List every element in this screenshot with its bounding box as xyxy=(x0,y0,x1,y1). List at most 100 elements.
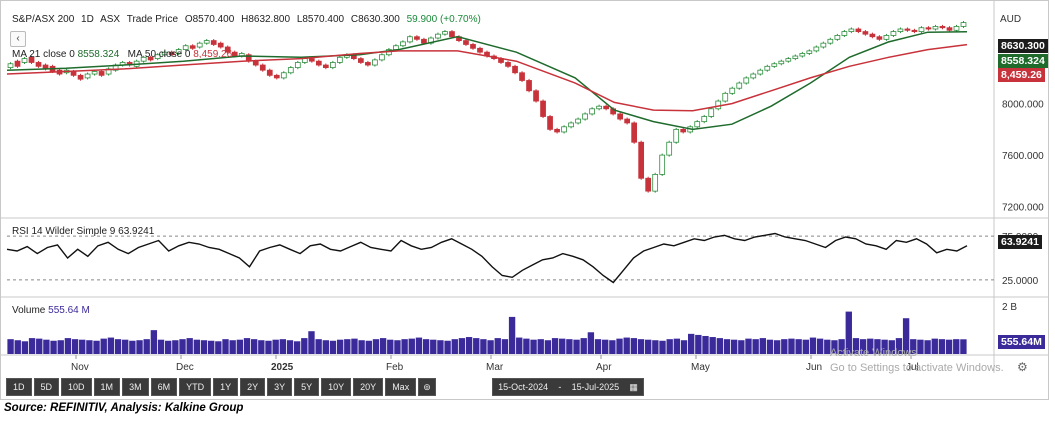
range-button-1y[interactable]: 1Y xyxy=(213,378,239,396)
candle-body xyxy=(175,49,182,54)
candle-body xyxy=(708,108,715,117)
volume-bar xyxy=(609,340,616,354)
date-from: 15-Oct-2024 xyxy=(498,382,549,392)
volume-bar xyxy=(21,341,29,354)
candle-body xyxy=(512,65,518,74)
settings-icon[interactable]: ⊚ xyxy=(418,378,436,396)
candle-body xyxy=(792,55,799,60)
volume-bar xyxy=(358,340,365,354)
volume-bar xyxy=(616,338,623,354)
candle-body xyxy=(764,65,771,71)
chevron-left-icon[interactable]: ‹ xyxy=(10,31,26,47)
range-button-1d[interactable]: 1D xyxy=(6,378,32,396)
date-range-picker[interactable]: 15-Oct-2024 - 15-Jul-2025 ▦ xyxy=(492,378,644,396)
chart-svg: 8000.000 7600.000 7200.000 Nov Dec 2025 Feb Mar… xyxy=(1,1,1048,373)
candle-body xyxy=(70,71,77,76)
volume-bar xyxy=(387,339,394,354)
rsi-legend: RSI 14 Wilder Simple 9 63.9241 xyxy=(12,226,154,237)
gear-icon[interactable]: ⚙ xyxy=(1017,360,1028,374)
candle-body xyxy=(911,29,918,32)
candle-body xyxy=(561,126,567,133)
candle-body xyxy=(701,116,708,123)
volume-bar xyxy=(157,339,165,354)
volume-bar xyxy=(831,340,838,354)
ma50-line xyxy=(6,43,968,112)
rsi-badge: 63.9241 xyxy=(998,235,1042,249)
change-value: 59.900 (+0.70%) xyxy=(406,14,481,25)
volume-bar xyxy=(451,339,458,354)
date-separator: - xyxy=(558,382,562,392)
volume-value: 555.64 M xyxy=(48,305,90,316)
range-button-3m[interactable]: 3M xyxy=(122,378,149,396)
candle-body xyxy=(568,122,574,128)
range-button-5y[interactable]: 5Y xyxy=(294,378,320,396)
range-button-2y[interactable]: 2Y xyxy=(240,378,266,396)
volume-bar xyxy=(816,338,824,354)
range-button-6m[interactable]: 6M xyxy=(150,378,178,396)
volume-bar xyxy=(487,340,494,354)
volume-bar xyxy=(573,339,580,354)
volume-bar xyxy=(795,339,802,354)
volume-bar xyxy=(222,339,229,354)
calendar-icon[interactable]: ▦ xyxy=(629,382,638,392)
volume-bar xyxy=(79,339,86,354)
ma21-line xyxy=(6,31,968,131)
candle-body xyxy=(435,33,441,39)
volume-bar xyxy=(953,339,960,354)
x-tick-label: Apr xyxy=(596,362,612,373)
symbol-label: S&P/ASX 200 xyxy=(12,14,75,25)
candle-body xyxy=(876,36,883,40)
range-button-3y[interactable]: 3Y xyxy=(267,378,293,396)
range-button-20y[interactable]: 20Y xyxy=(353,378,384,396)
volume-bar xyxy=(136,340,143,354)
x-tick-label: May xyxy=(691,362,710,373)
volume-bar xyxy=(716,338,724,354)
candle-body xyxy=(379,54,385,61)
range-button-5d[interactable]: 5D xyxy=(33,378,60,396)
range-button-ytd[interactable]: YTD xyxy=(179,378,212,396)
candle-body xyxy=(953,26,960,31)
candle-body xyxy=(799,53,806,57)
range-button-10d[interactable]: 10D xyxy=(61,378,92,396)
volume-bar xyxy=(129,340,136,354)
volume-bar xyxy=(845,311,852,354)
volume-bar xyxy=(745,338,752,354)
candle-body xyxy=(939,26,946,29)
candle-body xyxy=(575,118,581,124)
volume-bar xyxy=(465,337,473,354)
volume-bar xyxy=(179,339,186,354)
volume-bar xyxy=(702,335,709,354)
volume-badge: 555.64M xyxy=(998,335,1045,349)
candle-body xyxy=(694,121,701,128)
volume-bar xyxy=(279,339,287,354)
range-toolbar: 1D 5D 10D 1M 3M 6M YTD 1Y 2Y 3Y 5Y 10Y 20Y Max ⊚ xyxy=(6,378,436,396)
volume-label: Volume xyxy=(12,305,46,316)
volume-bar xyxy=(895,338,903,354)
candle-body xyxy=(813,46,820,52)
volume-bar xyxy=(93,340,100,354)
candle-body xyxy=(77,74,84,80)
candle-body xyxy=(890,31,897,36)
volume-bar xyxy=(122,339,129,354)
candle-body xyxy=(659,154,666,175)
volume-bar xyxy=(544,340,552,354)
volume-bar xyxy=(874,339,881,354)
candle-body xyxy=(547,116,553,130)
volume-bar xyxy=(14,340,21,354)
candle-body xyxy=(743,77,750,84)
candle-body xyxy=(827,38,834,44)
volume-bar xyxy=(494,338,501,354)
volume-bar xyxy=(193,339,201,354)
range-button-1m[interactable]: 1M xyxy=(93,378,121,396)
volume-bar xyxy=(43,339,50,354)
candle-body xyxy=(904,28,911,31)
ma50-value: 8,459.26 xyxy=(193,49,233,60)
candle-body xyxy=(589,108,595,115)
volume-bar xyxy=(666,339,673,354)
volume-bar xyxy=(888,340,895,354)
volume-bar xyxy=(344,339,351,354)
range-button-max[interactable]: Max xyxy=(385,378,417,396)
candle-body xyxy=(294,62,301,69)
range-button-10y[interactable]: 10Y xyxy=(321,378,352,396)
candle-body xyxy=(463,40,469,45)
